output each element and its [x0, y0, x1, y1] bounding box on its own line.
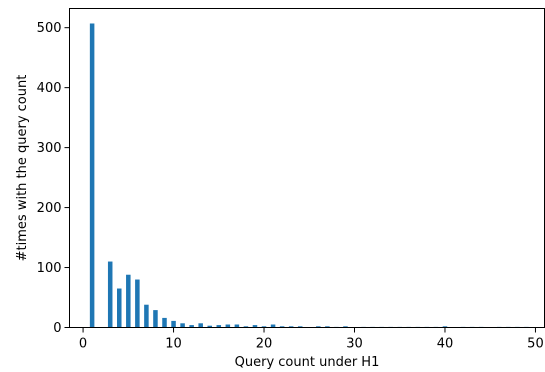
bar-x-1 — [89, 23, 95, 328]
bar-x-16 — [225, 324, 231, 328]
bar-x-22 — [279, 326, 285, 328]
bar-x-12 — [189, 325, 194, 328]
bar-x-40 — [442, 326, 448, 328]
bar-x-13 — [198, 323, 203, 328]
y-axis-label: #times with the query count — [15, 75, 30, 262]
bar-x-6 — [135, 279, 140, 328]
plot-frame — [69, 8, 545, 328]
bar-x-11 — [180, 323, 185, 328]
x-tick-label-10: 10 — [165, 337, 182, 352]
y-tick-label-500: 500 — [37, 21, 62, 36]
bar-x-5 — [126, 274, 131, 328]
bar-x-24 — [297, 326, 303, 328]
y-axis-ticks: 0 100 200 300 400 500 — [37, 21, 70, 336]
x-tick-label-20: 20 — [256, 337, 273, 352]
y-tick-label-400: 400 — [37, 81, 62, 96]
bar-x-4 — [117, 288, 122, 328]
y-tick-label-200: 200 — [37, 201, 62, 216]
x-tick-label-30: 30 — [346, 337, 363, 352]
x-tick-label-40: 40 — [437, 337, 454, 352]
bar-x-7 — [144, 304, 149, 328]
bar-x-17 — [234, 324, 240, 328]
bar-x-15 — [216, 325, 222, 328]
x-tick-label-50: 50 — [527, 337, 544, 352]
bar-x-10 — [171, 320, 176, 328]
bar-x-20 — [261, 326, 267, 328]
bar-x-23 — [288, 326, 294, 328]
bar-x-21 — [270, 324, 276, 328]
bar-x-19 — [252, 325, 258, 328]
x-tick-label-0: 0 — [79, 337, 87, 352]
bar-x-9 — [162, 317, 167, 328]
bar-x-27 — [325, 326, 330, 328]
bar-x-18 — [243, 326, 249, 328]
x-axis-ticks: 0 10 20 30 40 50 — [79, 327, 544, 352]
bar-x-3 — [107, 261, 113, 328]
bar-x-26 — [316, 326, 321, 328]
bar-x-29 — [343, 326, 348, 328]
y-tick-label-0: 0 — [53, 321, 61, 336]
bar-x-8 — [153, 310, 158, 328]
y-tick-label-100: 100 — [37, 261, 62, 276]
y-tick-label-300: 300 — [37, 141, 62, 156]
bar-x-14 — [207, 325, 212, 328]
bars-group — [89, 23, 529, 328]
x-axis-label: Query count under H1 — [235, 355, 380, 370]
